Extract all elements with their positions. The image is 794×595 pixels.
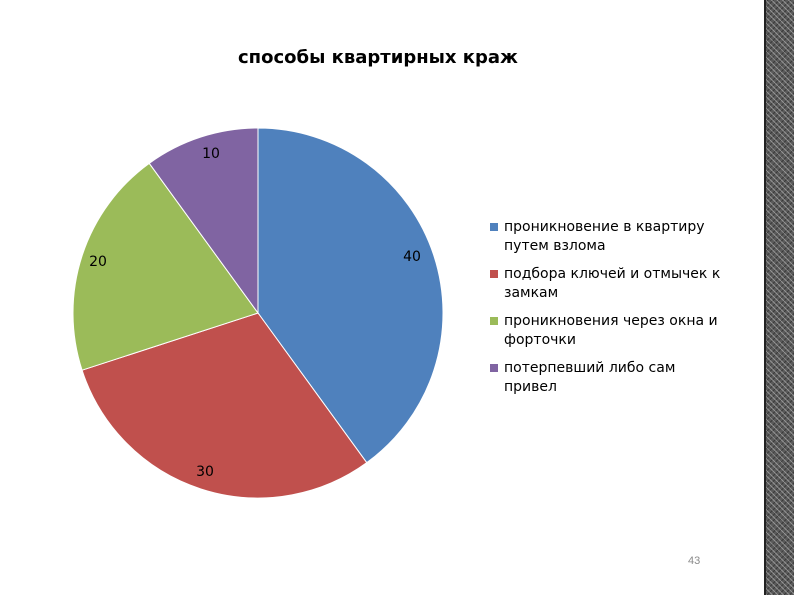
slice-label-2: 20 [89, 254, 107, 270]
pie-slice-2 [72, 162, 259, 371]
decorative-side-bar [764, 0, 794, 595]
legend-label-0: проникновение в квартиру путем взлома [504, 219, 705, 254]
chart-title: способы квартирных краж [238, 47, 518, 68]
legend-label-2: проникновения через окна и форточки [504, 313, 718, 348]
slice-label-1: 30 [196, 464, 214, 480]
legend-item-0: проникновение в квартиру путем взлома [490, 218, 730, 256]
slice-label-0: 40 [403, 249, 421, 265]
legend-label-3: потерпевший либо сам привел [504, 360, 676, 395]
page-number: 43 [688, 555, 701, 567]
pie-slice-0 [257, 127, 444, 464]
pie-slice-3 [148, 127, 259, 315]
legend-swatch-3 [490, 364, 498, 372]
legend-label-1: подбора ключей и отмычек к замкам [504, 266, 721, 301]
pie-slice-1 [81, 312, 368, 499]
legend-item-3: потерпевший либо сам привел [490, 359, 730, 397]
legend: проникновение в квартиру путем взлома по… [490, 218, 730, 406]
legend-swatch-1 [490, 270, 498, 278]
legend-swatch-0 [490, 223, 498, 231]
legend-item-1: подбора ключей и отмычек к замкам [490, 265, 730, 303]
legend-swatch-2 [490, 317, 498, 325]
slice-label-3: 10 [202, 146, 220, 162]
legend-item-2: проникновения через окна и форточки [490, 312, 730, 350]
